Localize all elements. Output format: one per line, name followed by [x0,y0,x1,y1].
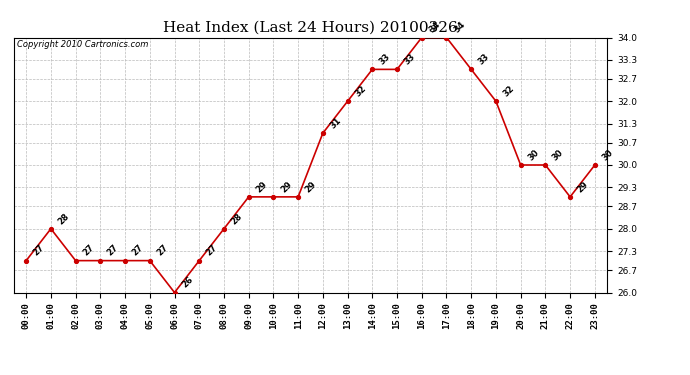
Text: 34: 34 [452,20,466,35]
Text: 27: 27 [106,243,121,258]
Text: 29: 29 [575,180,590,194]
Text: 29: 29 [254,180,269,194]
Text: 33: 33 [378,52,393,67]
Text: 31: 31 [328,116,343,130]
Text: 34: 34 [427,20,442,35]
Text: 27: 27 [32,243,46,258]
Text: 27: 27 [155,243,170,258]
Text: 29: 29 [279,180,293,194]
Title: Heat Index (Last 24 Hours) 20100326: Heat Index (Last 24 Hours) 20100326 [163,21,458,35]
Text: 32: 32 [502,84,516,99]
Text: 32: 32 [353,84,368,99]
Text: 33: 33 [402,52,417,67]
Text: 30: 30 [551,148,565,162]
Text: 26: 26 [180,275,195,290]
Text: 30: 30 [526,148,541,162]
Text: 27: 27 [130,243,145,258]
Text: 30: 30 [600,148,615,162]
Text: 27: 27 [205,243,219,258]
Text: 33: 33 [477,52,491,67]
Text: 28: 28 [230,211,244,226]
Text: 28: 28 [57,211,71,226]
Text: Copyright 2010 Cartronics.com: Copyright 2010 Cartronics.com [17,40,148,49]
Text: 27: 27 [81,243,96,258]
Text: 29: 29 [304,180,318,194]
